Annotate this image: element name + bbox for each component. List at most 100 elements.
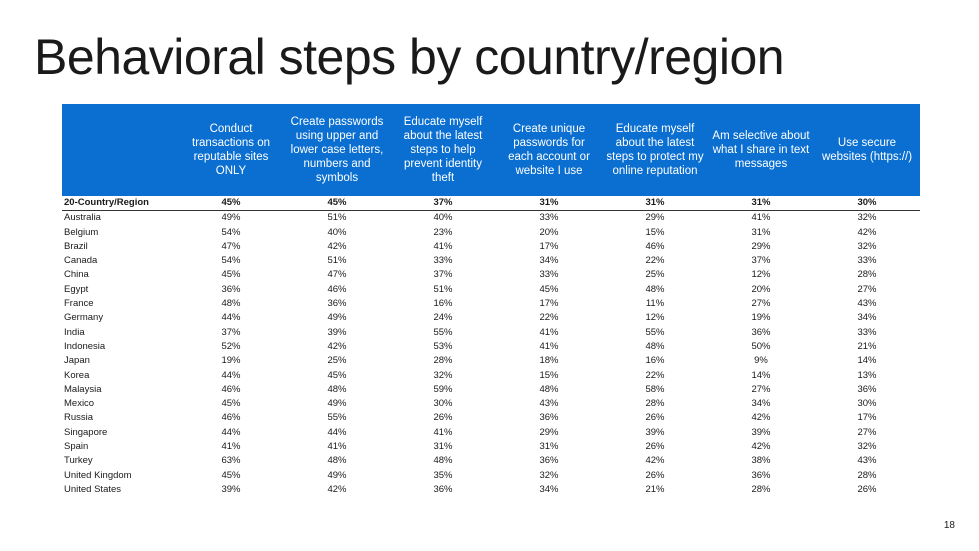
value-cell: 48%	[433, 455, 453, 467]
value-cell: 41%	[539, 326, 559, 338]
slide-title: Behavioral steps by country/region	[34, 29, 785, 85]
value-cell: 32%	[539, 469, 559, 481]
value-cell: 47%	[327, 269, 347, 281]
table-row-total: 20-Country/Region 45% 45% 37% 31% 31% 31% 30%	[62, 196, 920, 212]
value-cell: 28%	[857, 269, 877, 281]
value-cell: 26%	[645, 441, 665, 453]
value-cell: 41%	[433, 240, 453, 252]
value-cell: 22%	[645, 369, 665, 381]
value-cell: 46%	[645, 240, 665, 252]
country-cell: Singapore	[64, 426, 108, 438]
value-cell: 38%	[751, 455, 771, 467]
value-cell: 45%	[221, 398, 241, 410]
table-row: Malaysia 46% 48% 59% 48% 58% 27% 36%	[62, 383, 920, 397]
value-cell: 31%	[433, 441, 453, 453]
value-cell: 44%	[221, 426, 241, 438]
table-row: Singapore 44% 44% 41% 29% 39% 39% 27%	[62, 426, 920, 440]
value-cell: 42%	[327, 240, 347, 252]
value-cell: 34%	[539, 255, 559, 267]
header-cell: Am selective about what I share in text …	[708, 104, 814, 196]
value-cell: 48%	[327, 455, 347, 467]
value-cell: 31%	[708, 196, 814, 212]
country-cell: Brazil	[64, 240, 88, 252]
value-cell: 55%	[433, 326, 453, 338]
value-cell: 49%	[327, 398, 347, 410]
value-cell: 30%	[433, 398, 453, 410]
value-cell: 63%	[221, 455, 241, 467]
table-body: 20-Country/Region 45% 45% 37% 31% 31% 31% 30% Au…	[62, 196, 920, 497]
value-cell: 49%	[221, 212, 241, 224]
value-cell: 53%	[433, 340, 453, 352]
table-row: France 48% 36% 16% 17% 11% 27% 43%	[62, 297, 920, 311]
table-row: Germany 44% 49% 24% 22% 12% 19% 34%	[62, 311, 920, 325]
table-row: Russia 46% 55% 26% 36% 26% 42% 17%	[62, 411, 920, 425]
value-cell: 32%	[857, 441, 877, 453]
value-cell: 48%	[327, 383, 347, 395]
header-cell: Conduct transactions on reputable sites …	[178, 104, 284, 196]
value-cell: 40%	[327, 226, 347, 238]
country-cell: Malaysia	[64, 383, 102, 395]
value-cell: 14%	[751, 369, 771, 381]
value-cell: 14%	[857, 355, 877, 367]
page-number: 18	[943, 520, 955, 531]
table-row: Brazil 47% 42% 41% 17% 46% 29% 32%	[62, 240, 920, 254]
value-cell: 12%	[751, 269, 771, 281]
value-cell: 30%	[814, 196, 920, 212]
value-cell: 33%	[857, 255, 877, 267]
value-cell: 28%	[857, 469, 877, 481]
value-cell: 36%	[433, 483, 453, 495]
value-cell: 33%	[857, 326, 877, 338]
value-cell: 43%	[857, 298, 877, 310]
value-cell: 45%	[539, 283, 559, 295]
value-cell: 16%	[645, 355, 665, 367]
value-cell: 41%	[221, 441, 241, 453]
country-cell: France	[64, 298, 94, 310]
value-cell: 39%	[327, 326, 347, 338]
table-row: Korea 44% 45% 32% 15% 22% 14% 13%	[62, 369, 920, 383]
value-cell: 23%	[433, 226, 453, 238]
value-cell: 28%	[433, 355, 453, 367]
value-cell: 32%	[857, 240, 877, 252]
value-cell: 51%	[327, 255, 347, 267]
table-row: Turkey 63% 48% 48% 36% 42% 38% 43%	[62, 454, 920, 468]
value-cell: 46%	[221, 412, 241, 424]
value-cell: 16%	[433, 298, 453, 310]
value-cell: 25%	[645, 269, 665, 281]
table-row: Japan 19% 25% 28% 18% 16% 9% 14%	[62, 354, 920, 368]
value-cell: 48%	[539, 383, 559, 395]
value-cell: 42%	[751, 412, 771, 424]
value-cell: 28%	[751, 483, 771, 495]
table-header-row: Conduct transactions on reputable sites …	[62, 104, 920, 196]
value-cell: 27%	[857, 426, 877, 438]
value-cell: 26%	[645, 412, 665, 424]
country-cell: 20-Country/Region	[62, 196, 178, 212]
value-cell: 42%	[751, 441, 771, 453]
value-cell: 39%	[645, 426, 665, 438]
value-cell: 45%	[221, 269, 241, 281]
header-cell: Educate myself about the latest steps to…	[390, 104, 496, 196]
value-cell: 34%	[751, 398, 771, 410]
value-cell: 32%	[857, 212, 877, 224]
value-cell: 26%	[645, 469, 665, 481]
value-cell: 45%	[327, 369, 347, 381]
value-cell: 26%	[857, 483, 877, 495]
country-cell: Russia	[64, 412, 94, 424]
table-row: Indonesia 52% 42% 53% 41% 48% 50% 21%	[62, 340, 920, 354]
value-cell: 30%	[857, 398, 877, 410]
value-cell: 29%	[751, 240, 771, 252]
value-cell: 37%	[221, 326, 241, 338]
value-cell: 11%	[645, 298, 665, 310]
value-cell: 41%	[327, 441, 347, 453]
value-cell: 36%	[221, 283, 241, 295]
country-cell: Egypt	[64, 283, 89, 295]
value-cell: 29%	[539, 426, 559, 438]
country-cell: Turkey	[64, 455, 93, 467]
value-cell: 19%	[221, 355, 241, 367]
value-cell: 27%	[751, 298, 771, 310]
country-cell: Australia	[64, 212, 101, 224]
country-cell: Spain	[64, 441, 89, 453]
table-row: Belgium 54% 40% 23% 20% 15% 31% 42%	[62, 226, 920, 240]
table-row: United Kingdom 45% 49% 35% 32% 26% 36% 28%	[62, 469, 920, 483]
value-cell: 28%	[645, 398, 665, 410]
value-cell: 36%	[751, 326, 771, 338]
